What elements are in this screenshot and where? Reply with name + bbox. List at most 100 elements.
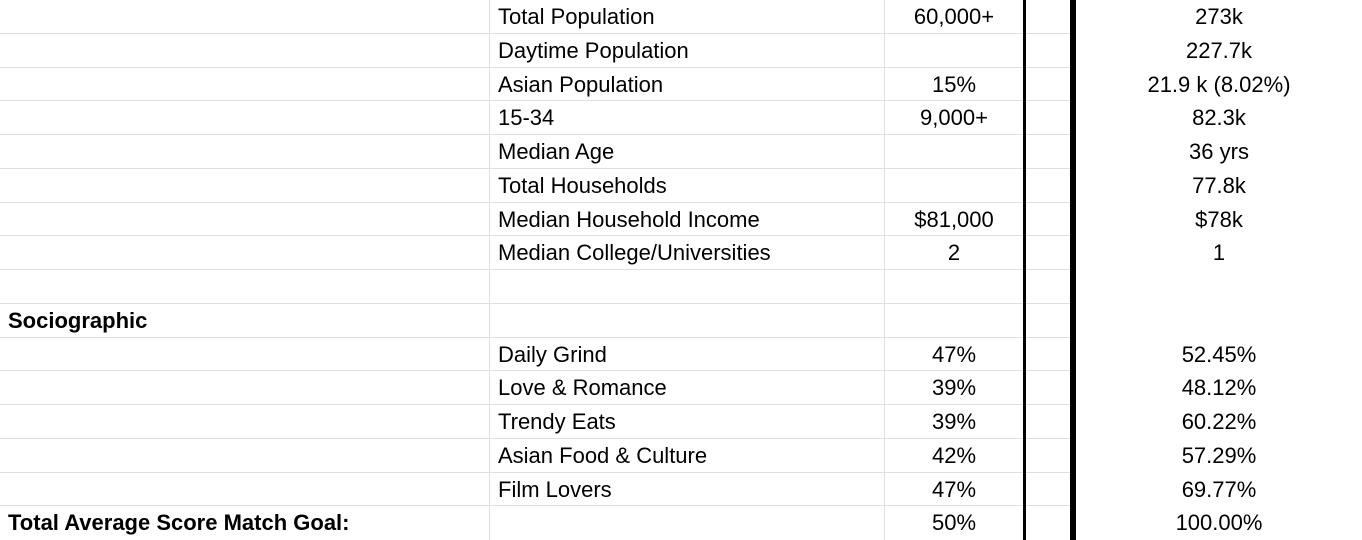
cell-section[interactable]	[0, 371, 490, 405]
table-row: Daytime Population 227.7k	[0, 34, 1362, 68]
cell-goal-value[interactable]: 39%	[931, 375, 977, 401]
table-row: Median College/Universities 2 1	[0, 236, 1362, 270]
cell-goal-value[interactable]	[885, 270, 1023, 304]
cell-metric-label[interactable]: Total Population	[498, 4, 655, 29]
cell-section[interactable]	[0, 236, 490, 270]
table-row: Total Average Score Match Goal: 50% 100.…	[0, 506, 1362, 540]
cell-actual-value[interactable]: 77.8k	[1192, 172, 1246, 198]
cell-spacer[interactable]	[1023, 270, 1076, 304]
cell-section[interactable]	[0, 135, 490, 169]
cell-spacer[interactable]	[1023, 68, 1076, 102]
cell-actual-value[interactable]: 48.12%	[1181, 375, 1257, 401]
table-row: Total Population 60,000+ 273k	[0, 0, 1362, 34]
cell-spacer[interactable]	[1023, 338, 1076, 372]
cell-metric-label[interactable]	[490, 304, 885, 338]
cell-spacer[interactable]	[1023, 101, 1076, 135]
cell-goal-value[interactable]	[885, 135, 1023, 169]
cell-actual-value[interactable]: 57.29%	[1181, 442, 1257, 468]
cell-section[interactable]	[0, 270, 490, 304]
cell-metric-label[interactable]: 15-34	[498, 105, 555, 131]
cell-spacer[interactable]	[1023, 169, 1076, 203]
cell-goal-value[interactable]: 9,000+	[920, 105, 988, 131]
cell-metric-label[interactable]: Median Household Income	[498, 206, 760, 232]
table-row: Trendy Eats 39% 60.22%	[0, 405, 1362, 439]
table-row: Love & Romance 39% 48.12%	[0, 371, 1362, 405]
cell-metric-label[interactable]: Asian Food & Culture	[498, 442, 708, 468]
cell-spacer[interactable]	[1023, 371, 1076, 405]
cell-goal-value[interactable]: 15%	[931, 71, 977, 97]
cell-spacer[interactable]	[1023, 135, 1076, 169]
table-row: Sociographic	[0, 304, 1362, 338]
cell-spacer[interactable]	[1023, 34, 1076, 68]
table-row: Daily Grind 47% 52.45%	[0, 338, 1362, 372]
cell-goal-value[interactable]	[885, 169, 1023, 203]
cell-actual-value[interactable]: 227.7k	[1185, 37, 1253, 63]
cell-section[interactable]	[0, 34, 490, 68]
cell-metric-label[interactable]: Asian Population	[498, 71, 664, 97]
cell-goal-value[interactable]: 47%	[931, 476, 977, 502]
cell-metric-label[interactable]: Daytime Population	[498, 37, 689, 63]
table-row: Total Households 77.8k	[0, 169, 1362, 203]
cell-section[interactable]	[0, 203, 490, 237]
table-row	[0, 270, 1362, 304]
cell-spacer[interactable]	[1023, 506, 1076, 540]
cell-section[interactable]	[0, 439, 490, 473]
table-row: Asian Food & Culture 42% 57.29%	[0, 439, 1362, 473]
cell-section[interactable]	[0, 405, 490, 439]
cell-section[interactable]	[0, 338, 490, 372]
cell-goal-value[interactable]: 42%	[931, 442, 977, 468]
cell-goal-value[interactable]: 39%	[931, 409, 977, 434]
cell-goal-value[interactable]: $81,000	[914, 206, 994, 232]
cell-spacer[interactable]	[1023, 0, 1076, 34]
cell-metric-label[interactable]: Trendy Eats	[498, 409, 616, 434]
gridline-vertical-a-b	[489, 0, 490, 540]
cell-spacer[interactable]	[1023, 439, 1076, 473]
cell-actual-value[interactable]	[1076, 270, 1362, 304]
cell-actual-value[interactable]: 52.45%	[1181, 341, 1257, 367]
cell-actual-value[interactable]: 21.9 k (8.02%)	[1147, 71, 1291, 97]
cell-actual-value[interactable]: 1	[1212, 240, 1226, 266]
cell-section[interactable]	[0, 169, 490, 203]
section-header-sociographic[interactable]: Sociographic	[8, 307, 148, 333]
cell-actual-value[interactable]: $78k	[1195, 206, 1243, 232]
cell-spacer[interactable]	[1023, 236, 1076, 270]
cell-metric-label[interactable]	[490, 270, 885, 304]
cell-actual-value[interactable]: 36 yrs	[1189, 139, 1249, 164]
total-average-score-label[interactable]: Total Average Score Match Goal:	[8, 510, 350, 536]
cell-actual-value[interactable]: 69.77%	[1181, 476, 1257, 502]
table-row: 15-34 9,000+ 82.3k	[0, 101, 1362, 135]
table-row: Film Lovers 47% 69.77%	[0, 473, 1362, 507]
cell-spacer[interactable]	[1023, 473, 1076, 507]
cell-metric-label[interactable]: Film Lovers	[498, 476, 612, 502]
cell-actual-value[interactable]	[1076, 304, 1362, 338]
cell-section[interactable]	[0, 0, 490, 34]
cell-metric-label[interactable]	[490, 506, 885, 540]
cell-goal-value[interactable]	[885, 304, 1023, 338]
cell-goal-value[interactable]: 50%	[931, 510, 977, 536]
cell-goal-value[interactable]: 60,000+	[913, 4, 995, 29]
cell-section[interactable]	[0, 473, 490, 507]
cell-metric-label[interactable]: Median College/Universities	[498, 240, 771, 266]
cell-actual-value[interactable]: 273k	[1195, 4, 1243, 29]
table-row: Asian Population 15% 21.9 k (8.02%)	[0, 68, 1362, 102]
cell-section[interactable]	[0, 101, 490, 135]
cell-metric-label[interactable]: Median Age	[498, 139, 615, 164]
table-row: Median Household Income $81,000 $78k	[0, 203, 1362, 237]
cell-section[interactable]	[0, 68, 490, 102]
cell-metric-label[interactable]: Total Households	[498, 172, 667, 198]
cell-metric-label[interactable]: Love & Romance	[498, 375, 667, 401]
cell-actual-value[interactable]: 82.3k	[1192, 105, 1246, 131]
cell-goal-value[interactable]	[885, 34, 1023, 68]
cell-spacer[interactable]	[1023, 405, 1076, 439]
cell-spacer[interactable]	[1023, 304, 1076, 338]
table-row: Median Age 36 yrs	[0, 135, 1362, 169]
cell-goal-value[interactable]: 2	[947, 240, 961, 266]
cell-actual-value[interactable]: 100.00%	[1175, 510, 1263, 536]
cell-spacer[interactable]	[1023, 203, 1076, 237]
gridline-vertical-b-c	[884, 0, 885, 540]
cell-actual-value[interactable]: 60.22%	[1181, 409, 1257, 434]
cell-metric-label[interactable]: Daily Grind	[498, 341, 607, 367]
cell-goal-value[interactable]: 47%	[931, 341, 977, 367]
